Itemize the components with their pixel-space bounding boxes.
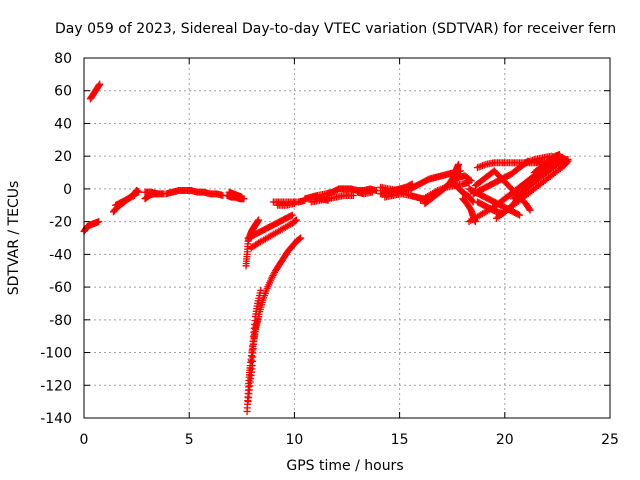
x-axis-label: GPS time / hours xyxy=(286,458,403,474)
data-segment xyxy=(469,157,532,198)
x-tick-label: 5 xyxy=(185,432,194,448)
data-point xyxy=(154,190,162,198)
data-point xyxy=(514,210,522,218)
data-point xyxy=(297,234,305,242)
data-point xyxy=(398,188,406,196)
data-point xyxy=(432,188,440,196)
x-tick-label: 15 xyxy=(391,432,409,448)
y-axis-label: SDTVAR / TECUs xyxy=(6,181,22,296)
data-point xyxy=(480,161,488,169)
data-point xyxy=(467,177,475,185)
data-point xyxy=(478,162,486,170)
data-point xyxy=(525,205,533,213)
data-segment xyxy=(274,200,298,209)
data-segment xyxy=(247,216,301,252)
data-point xyxy=(455,160,463,168)
data-point xyxy=(466,176,474,184)
data-point xyxy=(372,187,380,195)
data-segment xyxy=(247,286,265,365)
data-segment xyxy=(80,218,103,235)
y-tick-label: -80 xyxy=(49,313,72,329)
data-point xyxy=(433,187,441,195)
plot-frame xyxy=(83,57,611,419)
y-tick-label: 60 xyxy=(54,84,72,100)
data-segment xyxy=(450,172,475,185)
data-point xyxy=(349,191,357,199)
data-point xyxy=(255,216,263,224)
x-tick-label: 0 xyxy=(80,432,89,448)
data-segment xyxy=(377,183,401,195)
data-point xyxy=(238,193,246,201)
data-point xyxy=(129,192,137,200)
data-point xyxy=(403,186,411,194)
data-point xyxy=(257,286,265,294)
data-point xyxy=(295,235,303,243)
data-point xyxy=(268,273,276,281)
data-point xyxy=(287,212,295,220)
data-point xyxy=(292,217,300,225)
y-tick-label: 80 xyxy=(54,51,72,67)
y-tick-label: -120 xyxy=(40,378,72,394)
data-point xyxy=(267,275,275,283)
chart-title: Day 059 of 2023, Sidereal Day-to-day VTE… xyxy=(55,21,616,37)
data-segment xyxy=(244,211,296,242)
data-point xyxy=(561,156,569,164)
data-point xyxy=(562,157,570,165)
data-point xyxy=(135,188,143,196)
data-point xyxy=(95,218,103,226)
data-point xyxy=(473,164,481,172)
y-tick-label: 40 xyxy=(54,116,72,132)
data-point xyxy=(526,206,534,214)
data-segment xyxy=(522,152,570,167)
y-tick-label: -40 xyxy=(49,247,72,263)
data-point xyxy=(291,217,299,225)
data-point xyxy=(288,211,296,219)
data-point xyxy=(290,200,298,208)
data-point xyxy=(270,270,278,278)
grid xyxy=(84,58,610,418)
data-segment xyxy=(225,188,246,201)
data-point xyxy=(96,80,104,88)
axis-ticks: 0 5 10 15 20 25 -140 -120 -100 -80 -60 -40 -20 0 20 40 6… xyxy=(40,51,619,448)
data-point xyxy=(296,235,304,243)
data-segment xyxy=(417,178,473,204)
data-segment xyxy=(86,80,104,103)
y-tick-label: 0 xyxy=(63,182,72,198)
data-point xyxy=(522,159,530,167)
data-segment xyxy=(112,191,138,209)
data-point xyxy=(516,211,524,219)
x-tick-label: 10 xyxy=(285,432,303,448)
y-tick-label: -140 xyxy=(40,411,72,427)
data-point xyxy=(468,197,476,205)
y-tick-label: -100 xyxy=(40,346,72,362)
x-tick-label: 20 xyxy=(496,432,514,448)
data-series xyxy=(80,80,572,415)
data-segment xyxy=(311,193,332,204)
data-point xyxy=(130,191,138,199)
y-tick-label: -60 xyxy=(49,280,72,296)
data-segment xyxy=(492,157,572,222)
y-tick-label: 20 xyxy=(54,149,72,165)
data-point xyxy=(324,196,332,204)
data-segment xyxy=(141,188,162,198)
data-point xyxy=(293,216,301,224)
data-point xyxy=(368,188,376,196)
data-segment xyxy=(162,187,227,199)
data-point xyxy=(439,185,447,193)
data-point xyxy=(440,184,448,192)
data-point xyxy=(529,156,537,164)
data-point xyxy=(527,157,535,165)
y-tick-label: -20 xyxy=(49,215,72,231)
x-tick-label: 25 xyxy=(601,432,619,448)
data-segment xyxy=(354,188,376,198)
data-point xyxy=(393,187,401,195)
